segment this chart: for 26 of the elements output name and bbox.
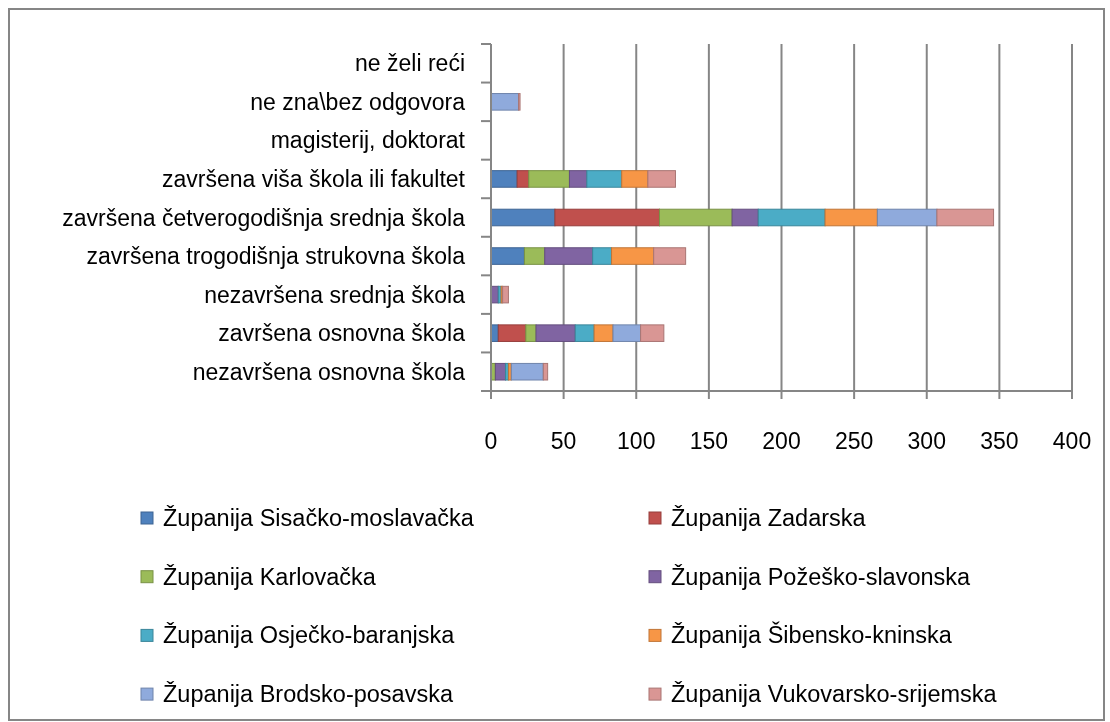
x-tick-label: 250 (834, 428, 874, 454)
legend-label: Županija Šibensko-kninska (671, 621, 953, 649)
legend-label: Županija Požeško-slavonska (671, 563, 972, 590)
y-tick-label: ne zna\bez odgovora (250, 88, 466, 115)
y-tick-label: završena četverogodišnja srednja škola (62, 204, 466, 231)
x-tick-label: 200 (762, 428, 801, 454)
y-tick-label: magisterij, doktorat (270, 127, 466, 154)
legend-label: Županija Sisačko-moslavačka (163, 505, 475, 531)
y-tick-label: završena osnovna škola (218, 320, 466, 347)
y-tick-label: završena viša škola ili fakultet (162, 165, 466, 192)
y-tick-label: nezavršena srednja škola (204, 281, 466, 308)
y-tick-label: nezavršena osnovna škola (192, 358, 466, 385)
y-tick-label: ne želi reći (355, 50, 465, 77)
x-tick-label: 300 (907, 428, 946, 454)
legend-label: Županija Karlovačka (163, 563, 377, 590)
legend-label: Županija Vukovarsko-srijemska (671, 681, 998, 708)
x-tick-label: 350 (980, 428, 1019, 454)
x-tick-label: 0 (484, 428, 498, 454)
x-tick-label: 150 (689, 428, 729, 454)
x-tick-label: 50 (550, 428, 577, 454)
legend-label: Županija Zadarska (671, 505, 867, 531)
x-tick-label: 400 (1052, 428, 1092, 454)
legend-label: Županija Osječko-baranjska (163, 622, 456, 649)
legend-label: Županija Brodsko-posavska (163, 681, 454, 708)
y-tick-label: završena trogodišnja strukovna škola (86, 243, 466, 270)
x-tick-label: 100 (617, 428, 656, 454)
